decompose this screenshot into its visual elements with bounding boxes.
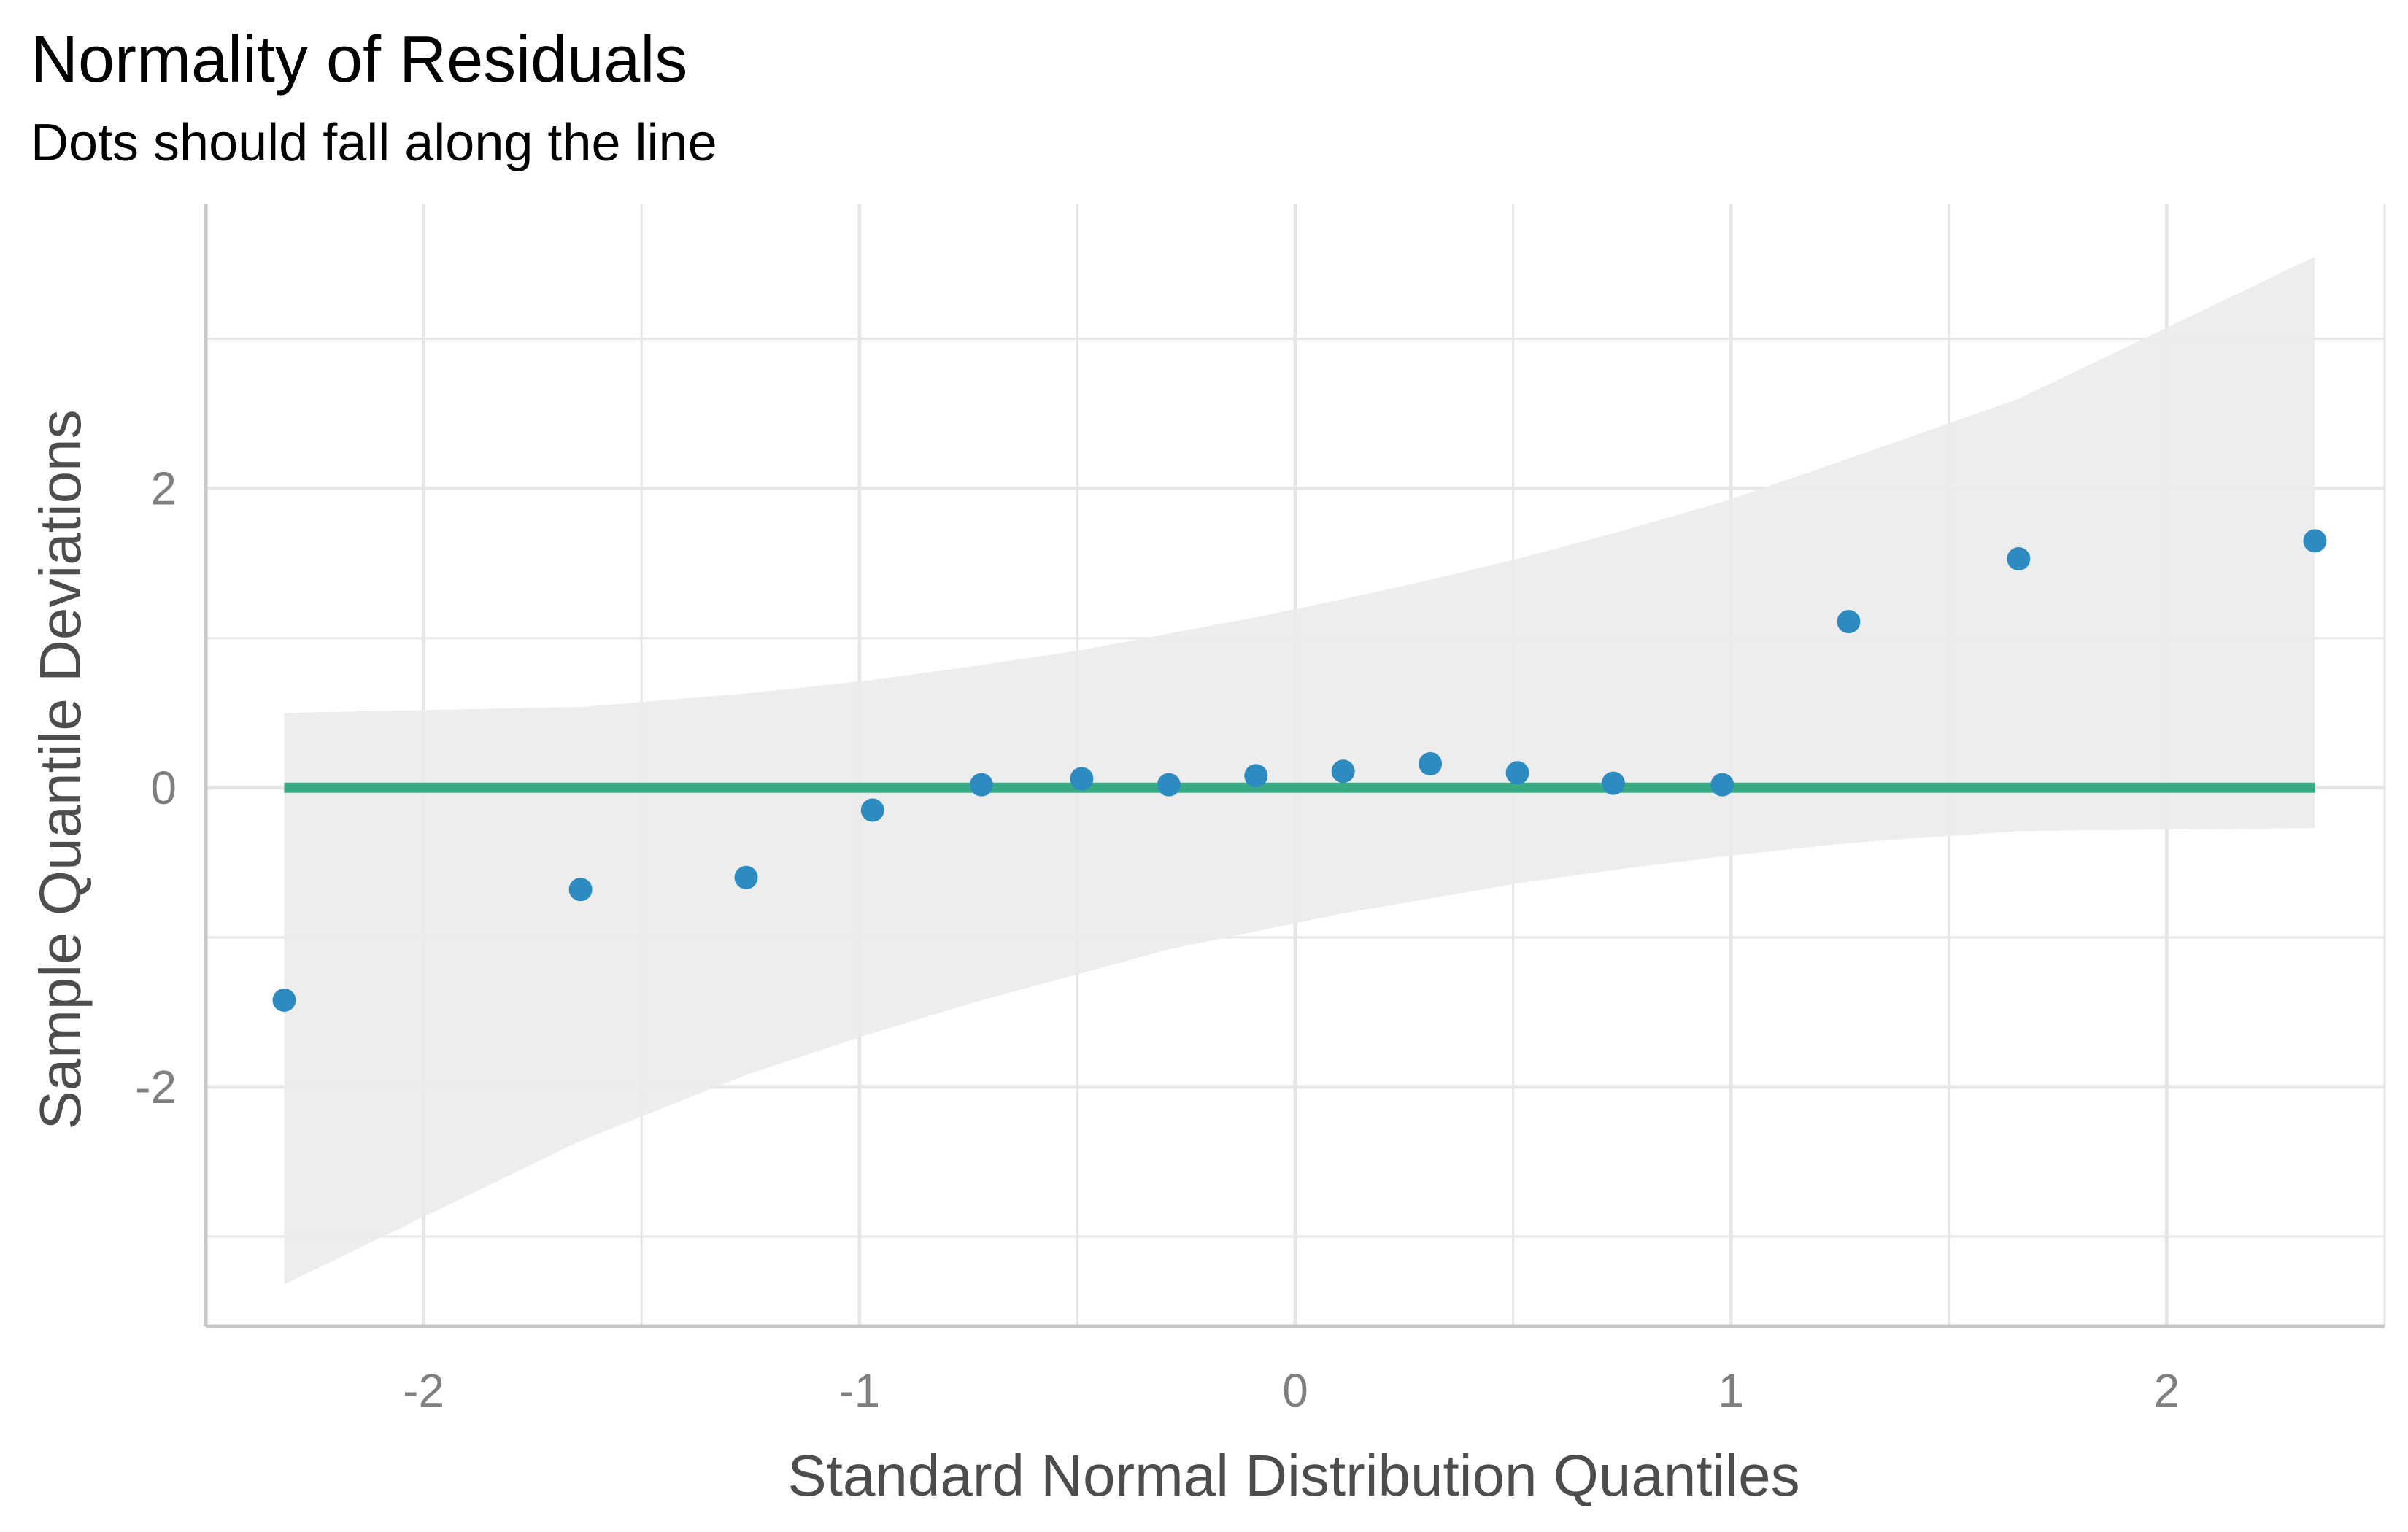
y-tick-label: 0	[150, 762, 177, 814]
x-tick-label: -2	[403, 1364, 444, 1417]
y-axis-title: Sample Quantile Deviations	[28, 409, 93, 1129]
y-tick-labels: -2 0 2	[135, 463, 177, 1113]
data-point	[734, 865, 758, 889]
confidence-band-layer	[284, 256, 2315, 1285]
data-point	[1837, 610, 1861, 634]
data-point	[1157, 773, 1181, 797]
data-point	[1419, 751, 1443, 775]
data-point	[860, 798, 884, 822]
data-point	[1505, 761, 1529, 785]
data-point	[568, 878, 593, 902]
data-point	[1244, 764, 1268, 788]
data-point	[970, 773, 994, 797]
data-point	[1710, 773, 1734, 797]
data-point	[272, 988, 296, 1012]
x-tick-label: 1	[1718, 1364, 1744, 1417]
confidence-band	[284, 256, 2315, 1285]
axes	[204, 204, 2385, 1328]
data-point	[1601, 771, 1625, 795]
data-point	[1331, 759, 1355, 784]
x-tick-label: 0	[1282, 1364, 1308, 1417]
data-point	[1070, 767, 1094, 791]
points-layer	[272, 529, 2327, 1012]
y-tick-label: -2	[135, 1061, 177, 1113]
x-tick-label: -1	[838, 1364, 880, 1417]
x-tick-labels: -2 -1 0 1 2	[403, 1364, 2180, 1417]
y-tick-label: 2	[150, 463, 177, 515]
data-point	[2007, 547, 2031, 571]
chart-title: Normality of Residuals	[31, 23, 687, 96]
chart-subtitle: Dots should fall along the line	[31, 114, 717, 172]
x-axis-title: Standard Normal Distribution Quantiles	[787, 1443, 1799, 1508]
data-point	[2303, 529, 2327, 553]
x-tick-label: 2	[2154, 1364, 2180, 1417]
